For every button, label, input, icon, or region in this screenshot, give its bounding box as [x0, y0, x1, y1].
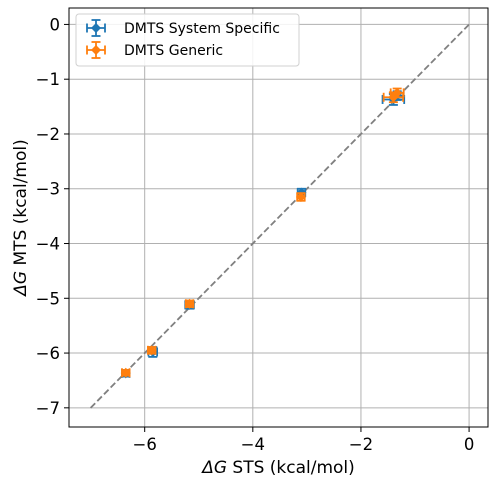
- legend: DMTS System Specific DMTS Generic: [75, 13, 300, 67]
- diamond-marker: [295, 191, 306, 202]
- diamond-marker: [91, 45, 101, 55]
- x-tick-label: −6: [133, 435, 157, 454]
- y-tick-label: −7: [36, 399, 60, 418]
- diamond-marker: [91, 23, 101, 33]
- diamond-marker: [392, 87, 403, 98]
- data-point: [295, 191, 306, 202]
- y-axis-label-text: MTS (kcal/mol): [11, 139, 31, 271]
- diamond-marker: [120, 367, 131, 378]
- y-tick-label: −4: [36, 235, 60, 254]
- x-axis-label-text: STS (kcal/mol): [227, 458, 355, 478]
- data-point: [389, 87, 405, 99]
- diamond-marker: [184, 298, 195, 309]
- legend-marker-system-specific: [86, 19, 106, 37]
- series-generic: [120, 87, 405, 378]
- y-tick-label: −3: [36, 180, 60, 199]
- data-point: [184, 298, 195, 309]
- y-tick-label: −6: [36, 344, 60, 363]
- legend-marker: [86, 19, 106, 37]
- x-axis-label: ΔG STS (kcal/mol): [200, 458, 355, 478]
- x-tick-label: −2: [349, 435, 373, 454]
- y-axis-label: ΔG MTS (kcal/mol): [11, 139, 31, 297]
- y-tick-label: 0: [50, 15, 61, 34]
- y-axis-label-symbol: ΔG: [11, 271, 31, 298]
- legend-marker: [86, 41, 106, 59]
- data-point: [146, 345, 157, 356]
- identity-line: [89, 23, 470, 409]
- x-axis-label-symbol: ΔG: [200, 458, 227, 478]
- diamond-marker: [146, 345, 157, 356]
- legend-marker-generic: [86, 41, 106, 59]
- y-tick-label: −1: [36, 70, 60, 89]
- legend-label-generic: DMTS Generic: [124, 43, 223, 59]
- legend-box: [75, 13, 300, 67]
- x-tick-label: 0: [464, 435, 475, 454]
- y-tick-label: −5: [36, 289, 60, 308]
- x-tick-label: −4: [241, 435, 265, 454]
- data-points: [120, 87, 406, 379]
- data-point: [120, 367, 131, 378]
- plot-frame: [68, 7, 489, 428]
- axis-ticks: −6 −4 −2 0 0 −1 −2 −3 −4 −5 −6 −7: [36, 15, 475, 454]
- y-tick-label: −2: [36, 125, 60, 144]
- legend-label-system-specific: DMTS System Specific: [124, 21, 280, 37]
